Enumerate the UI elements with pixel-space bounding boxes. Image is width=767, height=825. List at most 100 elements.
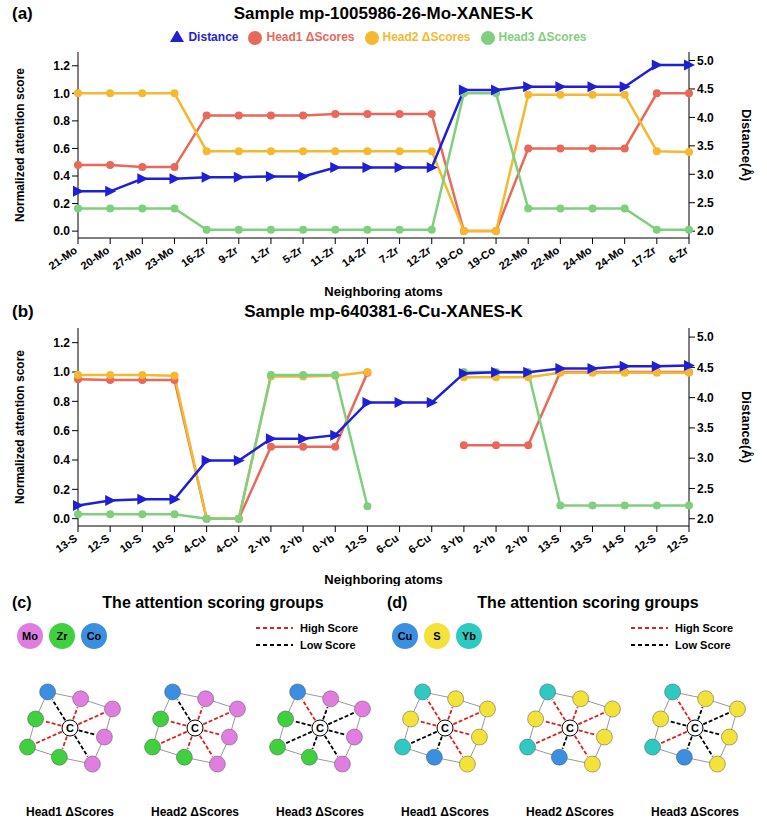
svg-text:Distance(Å): Distance(Å) [739,109,754,181]
svg-text:1.0: 1.0 [53,365,70,379]
svg-text:Head1 ΔScores: Head1 ΔScores [26,805,114,819]
svg-text:Head2 ΔScores: Head2 ΔScores [526,805,614,819]
svg-text:4-Cu: 4-Cu [213,532,240,556]
svg-text:0.4: 0.4 [53,453,70,467]
svg-text:13-S: 13-S [536,532,562,555]
svg-text:21-Mo: 21-Mo [46,244,79,272]
svg-text:0.2: 0.2 [53,197,70,211]
svg-text:12-S: 12-S [664,532,690,555]
svg-text:22-Mo: 22-Mo [529,244,562,272]
svg-text:Head1 ΔScores: Head1 ΔScores [401,805,489,819]
svg-text:2-Yb: 2-Yb [471,532,498,556]
svg-text:1-Zr: 1-Zr [248,243,272,265]
svg-text:0.4: 0.4 [53,169,70,183]
svg-text:Normalized attention score: Normalized attention score [13,350,27,504]
svg-text:C: C [566,722,574,734]
svg-text:3.5: 3.5 [697,421,714,435]
svg-text:12-Zr: 12-Zr [404,243,434,269]
svg-text:6-Cu: 6-Cu [406,532,433,556]
svg-text:2-Yb: 2-Yb [278,532,305,556]
svg-text:2-Yb: 2-Yb [503,532,530,556]
svg-text:0.8: 0.8 [53,114,70,128]
svg-text:14-Zr: 14-Zr [340,243,370,269]
svg-text:(d): (d) [387,594,407,611]
svg-text:Head3 ΔScores: Head3 ΔScores [276,805,364,819]
svg-text:Co: Co [87,630,102,642]
svg-text:Normalized attention score: Normalized attention score [13,68,27,222]
svg-text:5-Zr: 5-Zr [280,243,304,265]
svg-text:11-Zr: 11-Zr [308,243,337,268]
svg-text:1.2: 1.2 [53,336,70,350]
svg-text:4.0: 4.0 [697,391,714,405]
svg-text:5.0: 5.0 [697,54,714,68]
svg-text:14-S: 14-S [600,532,626,555]
svg-text:High Score: High Score [675,622,733,634]
svg-text:12-S: 12-S [85,532,111,555]
svg-text:3.0: 3.0 [697,168,714,182]
svg-text:0.6: 0.6 [53,142,70,156]
svg-text:20-Mo: 20-Mo [78,244,111,272]
svg-text:23-Mo: 23-Mo [143,244,176,272]
svg-text:Head2 ΔScores: Head2 ΔScores [151,805,239,819]
svg-text:Head3 ΔScores: Head3 ΔScores [651,805,739,819]
svg-text:4-Cu: 4-Cu [181,532,208,556]
svg-text:High Score: High Score [300,622,358,634]
svg-text:2-Yb: 2-Yb [246,532,273,556]
svg-text:Neighboring atoms: Neighboring atoms [324,572,442,586]
svg-text:27-Mo: 27-Mo [111,244,144,272]
svg-text:C: C [66,722,74,734]
svg-text:S: S [433,630,440,642]
svg-text:C: C [191,722,199,734]
svg-text:Low Score: Low Score [300,639,356,651]
svg-text:Distance(Å): Distance(Å) [739,391,754,463]
svg-text:0-Yb: 0-Yb [310,532,337,556]
svg-text:Low Score: Low Score [675,639,731,651]
svg-text:3-Yb: 3-Yb [439,532,466,556]
svg-text:2.0: 2.0 [697,224,714,238]
svg-text:The attention scoring groups: The attention scoring groups [102,594,323,611]
svg-text:6-Zr: 6-Zr [666,243,690,265]
svg-text:3.5: 3.5 [697,139,714,153]
svg-text:4.0: 4.0 [697,111,714,125]
svg-text:C: C [316,722,324,734]
svg-text:12-S: 12-S [343,532,369,555]
svg-text:13-S: 13-S [53,532,79,555]
svg-text:2.5: 2.5 [697,196,714,210]
svg-text:Mo: Mo [22,630,38,642]
svg-text:Neighboring atoms: Neighboring atoms [324,284,442,298]
svg-text:4.5: 4.5 [697,82,714,96]
svg-text:13-S: 13-S [568,532,594,555]
svg-text:24-Mo: 24-Mo [561,244,594,272]
svg-text:(c): (c) [12,594,32,611]
svg-text:2.5: 2.5 [697,482,714,496]
svg-text:10-S: 10-S [150,532,176,555]
svg-text:6-Cu: 6-Cu [374,532,401,556]
svg-text:1.0: 1.0 [53,87,70,101]
svg-text:19-Co: 19-Co [465,244,497,272]
svg-text:0.2: 0.2 [53,483,70,497]
svg-text:22-Mo: 22-Mo [496,244,529,272]
svg-text:4.5: 4.5 [697,361,714,375]
svg-text:Zr: Zr [57,630,69,642]
svg-text:C: C [691,722,699,734]
svg-text:0.8: 0.8 [53,395,70,409]
svg-text:C: C [441,722,449,734]
svg-text:0.0: 0.0 [53,224,70,238]
svg-text:12-S: 12-S [632,532,658,555]
svg-text:The attention scoring groups: The attention scoring groups [477,594,698,611]
svg-text:3.0: 3.0 [697,451,714,465]
svg-text:7-Zr: 7-Zr [377,243,401,265]
svg-text:10-S: 10-S [118,532,144,555]
svg-text:19-Co: 19-Co [433,244,465,272]
svg-text:Cu: Cu [398,630,413,642]
svg-text:0.6: 0.6 [53,424,70,438]
svg-text:Yb: Yb [462,630,476,642]
svg-text:17-Zr: 17-Zr [629,243,659,269]
svg-text:9-Zr: 9-Zr [216,243,240,265]
svg-text:1.2: 1.2 [53,59,70,73]
svg-text:2.0: 2.0 [697,512,714,526]
svg-text:24-Mo: 24-Mo [593,244,626,272]
svg-text:0.0: 0.0 [53,512,70,526]
svg-text:16-Zr: 16-Zr [179,243,209,269]
svg-text:5.0: 5.0 [697,330,714,344]
